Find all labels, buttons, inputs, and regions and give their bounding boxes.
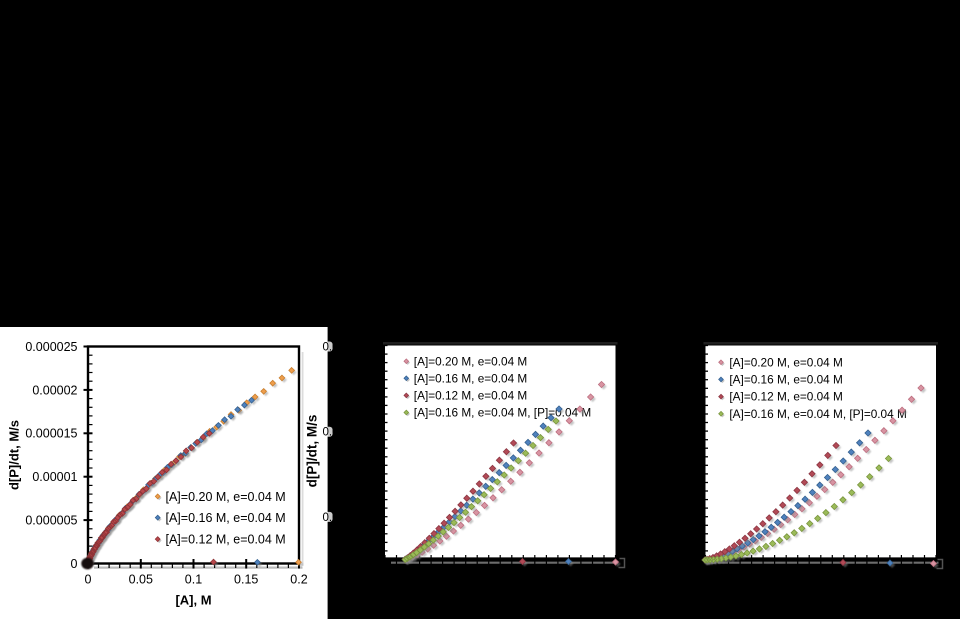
svg-text:0.000005: 0.000005 xyxy=(25,514,77,528)
svg-text:0.05: 0.05 xyxy=(129,573,153,587)
svg-text:d[P]/dt, M/s: d[P]/dt, M/s xyxy=(305,415,320,488)
svg-text:0.000005: 0.000005 xyxy=(323,512,371,524)
svg-text:0.1: 0.1 xyxy=(185,573,202,587)
svg-text:[A], M: [A], M xyxy=(175,593,211,608)
svg-text:0.00001: 0.00001 xyxy=(32,470,77,484)
svg-text:0: 0 xyxy=(71,557,78,571)
svg-text:0.00002: 0.00002 xyxy=(32,383,77,397)
svg-text:0.000015: 0.000015 xyxy=(25,427,77,441)
svg-text:0.000015: 0.000015 xyxy=(323,427,371,439)
svg-text:[A]=0.16 M, e=0.04 M: [A]=0.16 M, e=0.04 M xyxy=(414,371,527,385)
svg-text:[A]=0.12 M, e=0.04 M: [A]=0.12 M, e=0.04 M xyxy=(729,390,842,404)
svg-text:0: 0 xyxy=(85,573,92,587)
svg-text:[A]=0.16 M, e=0.04 M, [P]=0.04: [A]=0.16 M, e=0.04 M, [P]=0.04 M xyxy=(729,407,906,421)
svg-text:0.15: 0.15 xyxy=(234,573,258,587)
svg-text:[A]=0.16 M, e=0.04 M: [A]=0.16 M, e=0.04 M xyxy=(166,511,286,525)
svg-text:[A]=0.12 M, e=0.04 M: [A]=0.12 M, e=0.04 M xyxy=(414,389,527,403)
svg-text:[A]=0.16 M, e=0.04 M, [P]=0.04: [A]=0.16 M, e=0.04 M, [P]=0.04 M xyxy=(414,406,591,420)
svg-text:[A]=0.12 M, e=0.04 M: [A]=0.12 M, e=0.04 M xyxy=(166,533,286,547)
svg-text:0.2: 0.2 xyxy=(290,573,307,587)
svg-text:[A]=0.20 M, e=0.04 M: [A]=0.20 M, e=0.04 M xyxy=(414,354,527,368)
svg-text:[A]=0.20 M, e=0.04 M: [A]=0.20 M, e=0.04 M xyxy=(729,355,842,369)
svg-text:[A]=0.16 M, e=0.04 M: [A]=0.16 M, e=0.04 M xyxy=(729,373,842,387)
svg-text:0.000025: 0.000025 xyxy=(25,340,77,354)
svg-text:[A]=0.20 M, e=0.04 M: [A]=0.20 M, e=0.04 M xyxy=(166,490,286,504)
svg-text:0.000025: 0.000025 xyxy=(323,342,371,354)
svg-text:d[P]/dt, M/s: d[P]/dt, M/s xyxy=(7,420,22,490)
